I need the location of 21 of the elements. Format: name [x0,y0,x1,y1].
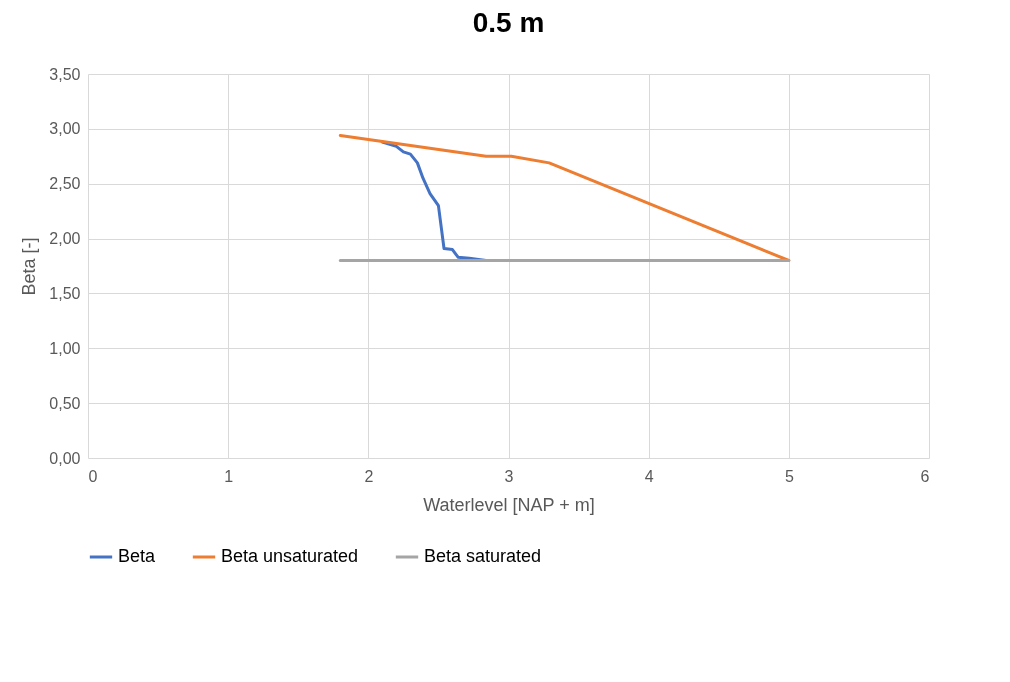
y-tick-label: 2,50 [49,175,81,193]
legend-label: Beta [118,546,157,566]
y-tick-label: 1,50 [49,284,81,302]
y-tick-label: 0,50 [49,394,81,412]
x-axis-title: Waterlevel [NAP + m] [423,494,595,515]
y-tick-label: 1,00 [49,339,81,357]
x-tick-label: 1 [224,467,234,485]
y-tick-label: 2,00 [49,230,81,248]
x-tick-label: 4 [644,467,654,485]
y-axis-title: Beta [-] [19,237,40,296]
y-tick-label: 3,00 [49,120,81,138]
legend-label: Beta unsaturated [221,546,359,566]
x-tick-label: 2 [364,467,374,485]
legend-label: Beta saturated [424,546,542,566]
x-tick-label: 5 [784,467,794,485]
y-tick-label: 3,50 [49,65,81,83]
x-tick-label: 0 [88,467,98,485]
y-tick-label: 0,00 [49,449,81,467]
x-tick-label: 6 [920,467,930,485]
x-tick-label: 3 [504,467,514,485]
chart-title: 0.5 m [472,7,545,38]
